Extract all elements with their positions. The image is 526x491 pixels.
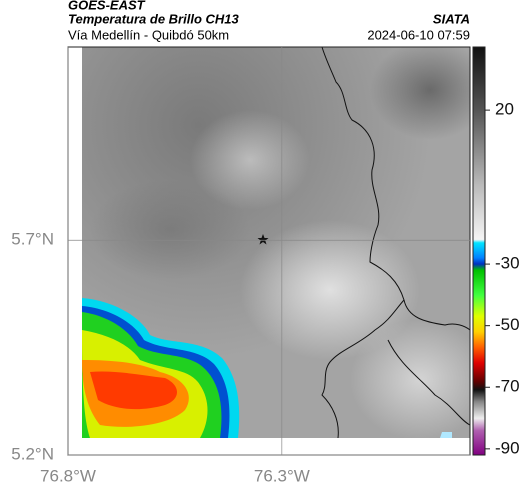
lat-tick-label: 5.2°N (11, 444, 54, 463)
colorbar-tick-label: -30 (495, 254, 520, 273)
colorbar (472, 46, 486, 456)
brand-label: SIATA (433, 11, 470, 26)
colorbar-tick-label: -70 (495, 377, 520, 396)
lon-tick-label: 76.3°W (254, 466, 310, 485)
source-label: GOES-EAST (68, 0, 146, 12)
location-star (257, 234, 269, 245)
colorbar-tick-label: 20 (495, 100, 514, 119)
lat-tick-label: 5.7°N (11, 230, 54, 249)
product-label: Temperatura de Brillo CH13 (68, 11, 240, 26)
timestamp-label: 2024-06-10 07:59 (367, 27, 470, 42)
colorbar-tick-label: -50 (495, 315, 520, 334)
lon-tick-label: 76.8°W (40, 466, 96, 485)
colorbar-tick-label: -90 (495, 438, 520, 457)
route-label: Vía Medellín - Quibdó 50km (68, 27, 229, 42)
satellite-image (82, 47, 470, 438)
